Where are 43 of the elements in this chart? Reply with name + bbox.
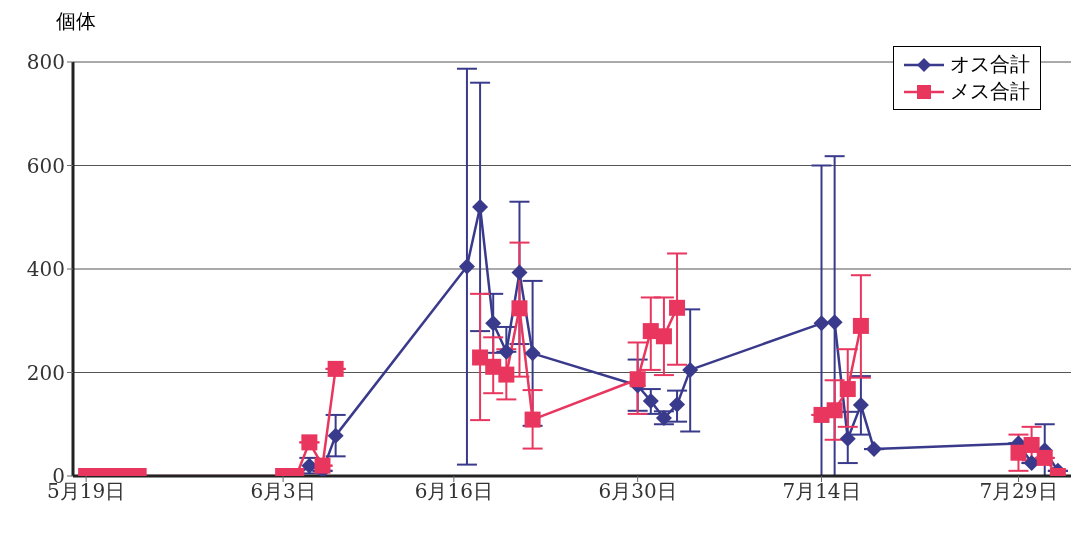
- point: [472, 349, 489, 366]
- legend-label: オス合計: [950, 51, 1030, 78]
- y-tick-label: 800: [26, 50, 65, 75]
- point: [327, 360, 344, 377]
- y-tick-label: 200: [26, 360, 65, 385]
- point: [669, 299, 686, 316]
- point: [301, 434, 318, 451]
- y-tick-label: 600: [26, 153, 65, 178]
- point: [682, 361, 699, 378]
- point: [839, 381, 856, 398]
- x-tick-label: 6月3日: [250, 479, 316, 504]
- point: [485, 358, 502, 375]
- point: [852, 317, 869, 334]
- point: [524, 411, 541, 428]
- x-tick-label: 7月14日: [782, 479, 861, 504]
- point: [852, 397, 869, 414]
- point: [1023, 436, 1040, 453]
- point: [1010, 444, 1027, 461]
- point: [866, 441, 883, 458]
- point: [826, 402, 843, 419]
- point: [669, 396, 686, 413]
- point: [511, 264, 528, 281]
- point: [826, 314, 843, 331]
- y-tick-label: 400: [26, 257, 65, 282]
- point: [655, 328, 672, 345]
- point: [472, 198, 489, 215]
- x-tick-label: 6月30日: [598, 479, 677, 504]
- point: [629, 371, 646, 388]
- x-tick-label: 7月29日: [979, 479, 1058, 504]
- x-tick-label: 6月16日: [414, 479, 493, 504]
- point: [485, 315, 502, 332]
- point: [839, 430, 856, 447]
- point: [458, 258, 475, 275]
- point: [813, 315, 830, 332]
- point: [327, 427, 344, 444]
- point: [1036, 449, 1053, 466]
- point: [642, 392, 659, 409]
- point: [498, 366, 515, 383]
- point: [314, 457, 331, 474]
- legend-label: メス合計: [950, 78, 1030, 105]
- point: [524, 345, 541, 362]
- y-axis-title: 個体: [56, 8, 96, 35]
- point: [511, 300, 528, 317]
